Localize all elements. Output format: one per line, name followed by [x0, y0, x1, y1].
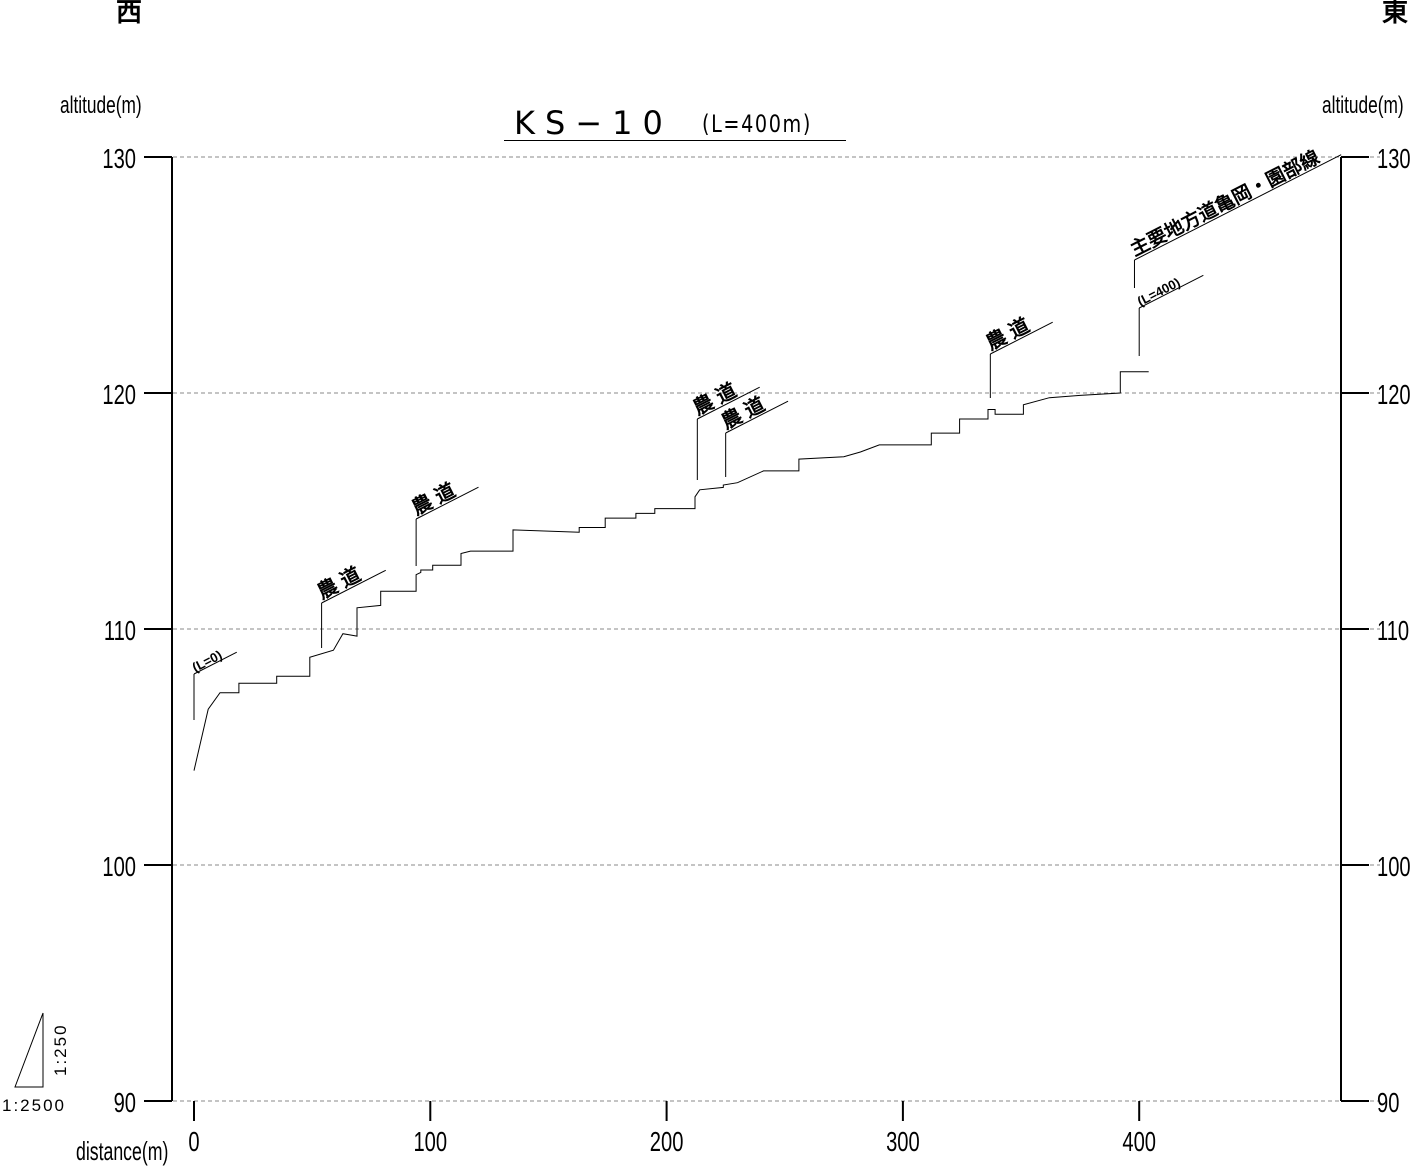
- x-tick-label: 0: [188, 1127, 199, 1158]
- chart-title: KS−10 (L=400m): [504, 104, 846, 142]
- annotation-leader-slant: [990, 321, 1053, 355]
- y-tick-label-left: 90: [114, 1088, 136, 1119]
- scale-indicator: 1:2500 1:250: [2, 1012, 70, 1115]
- annotation-leader-slant: [1134, 154, 1342, 261]
- annotation-leader-slant: [697, 386, 760, 420]
- annotation-label: 農 道: [408, 478, 459, 520]
- annotation-label: 農 道: [313, 562, 364, 604]
- y-tick-label-right: 90: [1377, 1088, 1399, 1119]
- annotation-leader-slant: [321, 569, 386, 604]
- y-tick-label-left: 120: [102, 380, 136, 411]
- y-tick-label-right: 130: [1377, 144, 1411, 175]
- y-tick-label-left: 110: [104, 616, 136, 647]
- chart-title-main: KS−10: [514, 104, 673, 142]
- direction-west-label: 西: [116, 0, 143, 28]
- x-tick-label: 200: [650, 1127, 684, 1158]
- scale-vertical-label: 1:250: [51, 1023, 70, 1076]
- annotation-7: (L=400): [1135, 275, 1204, 356]
- direction-east-label: 東: [1382, 0, 1409, 28]
- chart-title-sub: (L=400m): [702, 110, 812, 138]
- x-axis-label: distance(m): [76, 1136, 169, 1166]
- annotation-label: 農 道: [982, 313, 1033, 355]
- profile-line-0: [193, 371, 1149, 771]
- y-axis-label-left: altitude(m): [60, 92, 142, 119]
- y-tick-label-left: 100: [102, 852, 136, 883]
- annotation-leader-slant: [1138, 274, 1204, 309]
- annotation-2: 農 道: [408, 478, 479, 566]
- scale-horizontal-label: 1:2500: [2, 1096, 66, 1115]
- y-axis-label-right: altitude(m): [1322, 92, 1404, 119]
- x-tick-label: 300: [886, 1127, 920, 1158]
- annotation-leader-slant: [725, 400, 789, 434]
- annotation-leader-slant: [193, 651, 237, 675]
- x-tick-label: 100: [413, 1127, 447, 1158]
- y-tick-label-right: 120: [1377, 380, 1411, 411]
- y-tick-label-right: 100: [1377, 852, 1411, 883]
- scale-triangle: [14, 1012, 44, 1088]
- annotation-label: (L=400): [1135, 275, 1183, 309]
- annotation-leader-slant: [415, 486, 479, 520]
- y-tick-label-left: 130: [102, 144, 136, 175]
- y-tick-label-right: 110: [1377, 616, 1409, 647]
- annotation-0: (L=0): [190, 647, 237, 720]
- annotation-label: 主要地方道亀岡・園部線: [1126, 146, 1323, 261]
- annotation-6: 主要地方道亀岡・園部線: [1126, 146, 1342, 288]
- annotation-label: (L=0): [190, 647, 225, 675]
- annotation-5: 農 道: [982, 313, 1053, 398]
- x-tick-label: 400: [1122, 1127, 1156, 1158]
